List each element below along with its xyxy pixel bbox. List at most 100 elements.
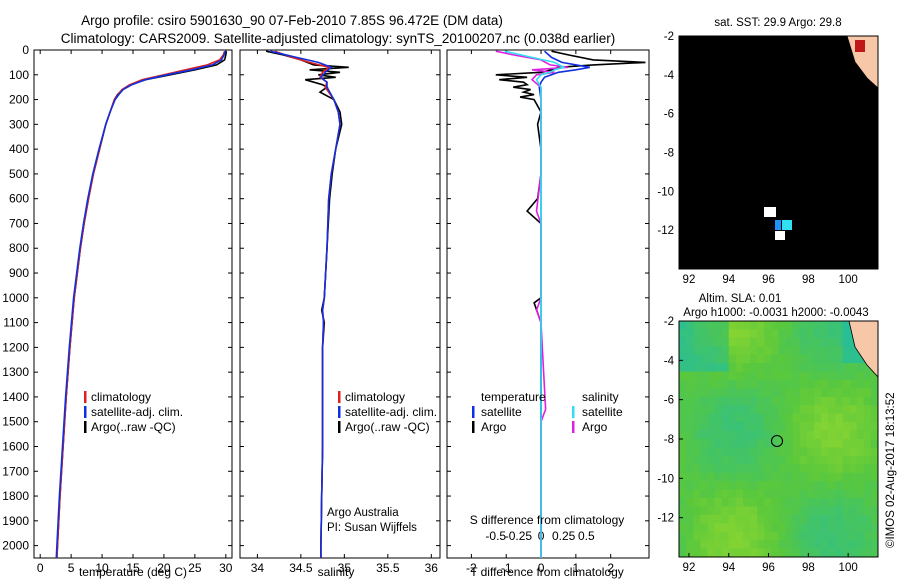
map-cell [828, 235, 836, 245]
map-cell [700, 422, 709, 432]
map-cell [707, 388, 716, 398]
map-cell [757, 472, 765, 482]
map-cell [799, 531, 808, 541]
map-cell [814, 455, 822, 465]
map-cell [742, 52, 751, 62]
map-cell [735, 194, 744, 204]
map-cell [757, 396, 765, 406]
map-x-tick-label: 94 [722, 274, 735, 286]
map-y-tick-label: -8 [664, 434, 674, 446]
map-cell [814, 36, 822, 45]
map-cell [714, 94, 723, 104]
map-cell [750, 160, 758, 170]
map-cell [792, 160, 801, 170]
map-cell [757, 455, 765, 465]
map-cell [728, 354, 737, 364]
map-cell [679, 244, 687, 253]
map-cell [714, 498, 723, 508]
map-cell [707, 363, 716, 373]
map-cell [842, 177, 851, 187]
map-cell [728, 102, 737, 112]
map-cell [835, 396, 844, 406]
map-cell [714, 380, 723, 390]
map-cell [686, 548, 694, 557]
map-cell [835, 422, 844, 432]
map-cell [778, 430, 787, 440]
map-cell [785, 548, 794, 557]
map-cell [799, 69, 808, 79]
x-tick-label: 25 [188, 561, 202, 575]
map-cell [828, 85, 836, 95]
map-cell [771, 506, 780, 516]
map-cell [828, 102, 836, 112]
map-cell [849, 447, 858, 457]
map-cell [821, 531, 829, 541]
map-cell [707, 60, 716, 70]
map-cell [721, 260, 730, 269]
map-cell [742, 523, 751, 533]
map-cell [707, 405, 716, 415]
legend-temp-satellite: satellite [481, 405, 522, 419]
map-cell [742, 210, 751, 220]
map-cell [742, 346, 751, 356]
map-cell [750, 447, 758, 457]
map-cell [778, 531, 787, 541]
map-cell [686, 363, 694, 373]
map-cell [828, 430, 836, 440]
map-cell [750, 354, 758, 364]
map-cell [842, 235, 851, 245]
depth-tick-label: 1400 [2, 390, 29, 404]
map-cell [693, 523, 701, 533]
map-cell [849, 102, 858, 112]
map-cell [870, 152, 878, 162]
map-cell [742, 506, 751, 516]
map-x-tick-label: 96 [762, 562, 775, 574]
map-cell [735, 119, 744, 129]
lines-layer [55, 50, 646, 558]
series-line-satellite-adj-clim- [270, 50, 341, 558]
map-cell [686, 185, 694, 195]
map-cell [686, 252, 694, 262]
map-cell [778, 455, 787, 465]
map-cell [764, 405, 772, 415]
map-cell [735, 219, 744, 228]
map-cell [856, 102, 865, 112]
map-cell [814, 439, 822, 449]
map-cell [714, 152, 723, 162]
map-cell [792, 44, 801, 54]
map-cell [799, 85, 808, 95]
map-cell [757, 219, 765, 228]
map-cell [757, 135, 765, 145]
map-cell [742, 321, 751, 331]
map-cell [686, 489, 694, 499]
map-cell [742, 498, 751, 508]
map-cell [806, 498, 815, 508]
map-cell [735, 481, 744, 491]
map-cell [814, 60, 822, 70]
map-cell [806, 77, 815, 87]
map-cell [707, 102, 716, 112]
map-cell [806, 177, 815, 187]
map-cell [700, 52, 709, 62]
map-cell [778, 135, 787, 145]
map-cell [721, 405, 730, 415]
map-cell [806, 260, 815, 269]
map-cell [856, 498, 865, 508]
map-cell [792, 144, 801, 154]
map-cell [686, 354, 694, 364]
map-cell [814, 371, 822, 381]
map-cell [842, 354, 851, 364]
map-cell [721, 119, 730, 129]
map-cell [757, 44, 765, 54]
map-cell [757, 227, 765, 237]
map-cell [821, 102, 829, 112]
map-y-tick-label: -2 [664, 31, 674, 43]
map-cell [849, 464, 858, 474]
map-cell [799, 380, 808, 390]
depth-tick-label: 1100 [3, 316, 29, 330]
map-cell [821, 498, 829, 508]
map-cell [700, 354, 709, 364]
map-cell [735, 447, 744, 457]
map-cell [863, 548, 872, 557]
depth-tick-label: 200 [9, 93, 29, 107]
